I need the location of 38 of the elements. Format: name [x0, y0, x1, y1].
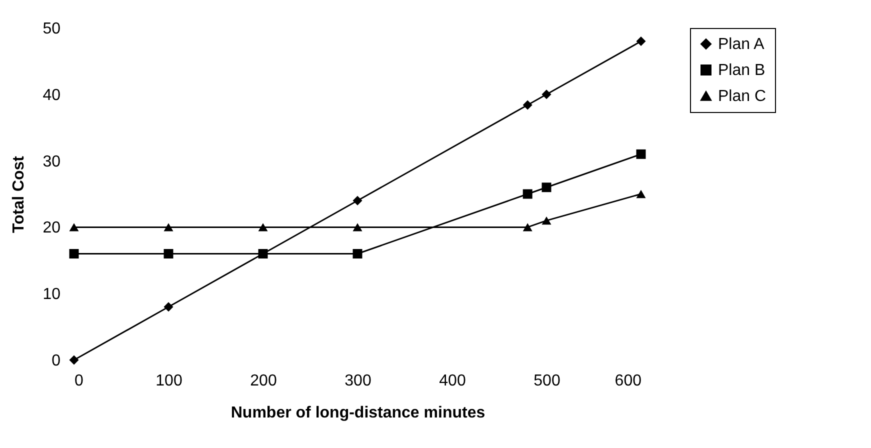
- point: [69, 355, 79, 365]
- point: [69, 249, 79, 259]
- point: [164, 302, 174, 312]
- point: [542, 216, 552, 225]
- x-tick-label: 500: [534, 372, 560, 390]
- x-tick-label: 100: [156, 372, 182, 390]
- legend-label: Plan B: [718, 62, 766, 79]
- x-axis-title: Number of long-distance minutes: [230, 404, 486, 422]
- x-tick-label: 300: [344, 372, 372, 390]
- y-tick-label: 30: [42, 153, 61, 170]
- y-tick-label: 40: [42, 86, 61, 104]
- point: [522, 189, 532, 199]
- point: [352, 223, 362, 232]
- y-tick-label: 50: [42, 20, 61, 38]
- point: [258, 223, 268, 232]
- point: [636, 36, 646, 46]
- x-tick-label: 200: [250, 372, 277, 390]
- point: [69, 223, 79, 232]
- point: [636, 149, 646, 159]
- legend-label: Plan C: [718, 88, 766, 105]
- point: [164, 223, 174, 232]
- legend-label: Plan A: [718, 36, 765, 53]
- point: [542, 90, 552, 100]
- y-axis-title: Total Cost: [10, 155, 28, 234]
- y-tick-label: 10: [42, 286, 61, 304]
- point: [164, 249, 174, 259]
- point: [352, 249, 362, 259]
- y-tick-label: 0: [52, 352, 61, 370]
- point: [258, 249, 268, 259]
- point: [522, 100, 532, 110]
- point: [522, 223, 532, 232]
- x-tick-label: 400: [439, 372, 466, 390]
- x-tick-label: 600: [614, 372, 642, 390]
- y-tick-label: 20: [42, 220, 61, 237]
- point: [636, 190, 646, 198]
- x-tick-label: 0: [74, 372, 84, 390]
- point: [352, 196, 362, 206]
- point: [542, 182, 552, 192]
